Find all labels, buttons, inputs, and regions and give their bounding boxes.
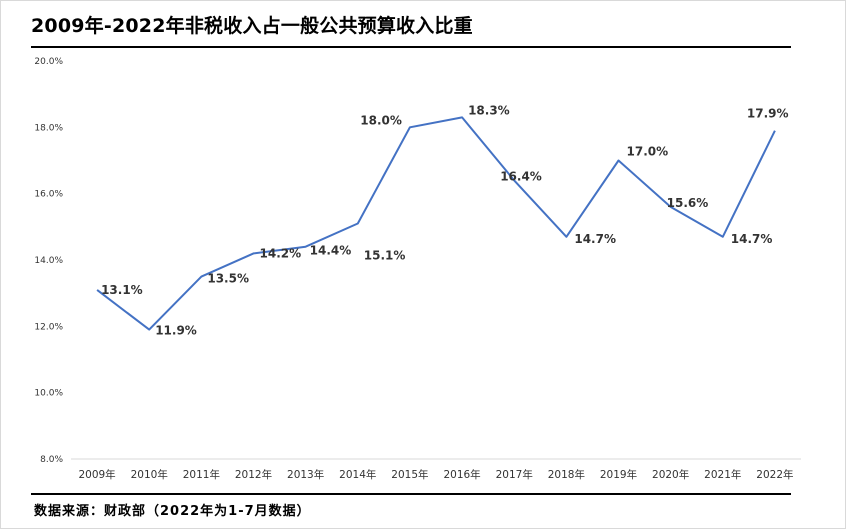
chart-title: 2009年-2022年非税收入占一般公共预算收入比重 <box>31 15 473 37</box>
x-axis: 2009年 2010年 2011年 2012年 2013年 2014年 2015年 2016年… <box>71 458 801 481</box>
title-divider <box>31 46 791 48</box>
data-label: 13.1% <box>101 283 143 297</box>
y-tick-label: 10.0% <box>34 389 63 399</box>
data-label: 17.0% <box>627 145 669 159</box>
data-label: 15.6% <box>667 196 709 210</box>
data-label: 18.3% <box>468 103 510 117</box>
y-tick-label: 8.0% <box>40 455 63 465</box>
x-tick-label: 2015年 <box>391 468 428 481</box>
data-label: 15.1% <box>364 249 406 263</box>
x-tick-label: 2013年 <box>287 468 324 481</box>
x-tick-label: 2017年 <box>496 468 533 481</box>
x-tick-label: 2018年 <box>548 468 585 481</box>
series-line-group <box>96 116 776 331</box>
source-note: 数据来源：财政部（2022年为1-7月数据） <box>34 504 311 519</box>
data-label: 14.2% <box>260 246 302 260</box>
x-tick-label: 2014年 <box>339 468 376 481</box>
x-tick-label: 2020年 <box>652 468 689 481</box>
source-divider <box>31 493 791 495</box>
x-tick-label: 2009年 <box>78 468 115 481</box>
data-label-group: 13.1% 11.9% 13.5% 14.2% 14.4% 15.1% 18.0% 18.3%… <box>101 103 788 337</box>
data-label: 16.4% <box>500 169 542 183</box>
x-tick-label: 2016年 <box>443 468 480 481</box>
data-label: 14.7% <box>731 232 773 246</box>
y-axis: 8.0% 10.0% 12.0% 14.0% 16.0% 18.0% 20.0% <box>34 57 63 465</box>
y-tick-label: 14.0% <box>34 256 63 266</box>
data-label: 17.9% <box>747 107 789 121</box>
x-tick-label: 2010年 <box>131 468 168 481</box>
y-tick-label: 12.0% <box>34 322 63 332</box>
series-line <box>96 116 776 331</box>
y-tick-label: 20.0% <box>34 57 63 67</box>
x-tick-label: 2019年 <box>600 468 637 481</box>
y-tick-label: 16.0% <box>34 190 63 200</box>
x-tick-label: 2011年 <box>183 468 220 481</box>
y-tick-label: 18.0% <box>34 123 63 133</box>
data-label: 14.4% <box>310 244 352 258</box>
data-label: 14.7% <box>574 232 616 246</box>
data-label: 18.0% <box>360 113 402 127</box>
data-label: 13.5% <box>207 272 249 286</box>
x-tick-label: 2021年 <box>704 468 741 481</box>
data-label: 11.9% <box>155 324 197 338</box>
x-tick-label: 2022年 <box>756 468 793 481</box>
x-tick-label: 2012年 <box>235 468 272 481</box>
